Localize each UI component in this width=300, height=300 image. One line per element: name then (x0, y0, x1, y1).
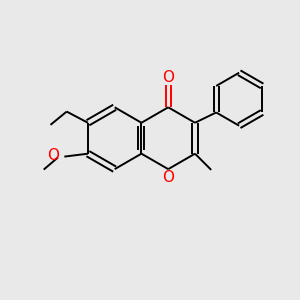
Text: O: O (162, 170, 174, 185)
Text: O: O (162, 70, 174, 85)
Text: O: O (47, 148, 59, 163)
